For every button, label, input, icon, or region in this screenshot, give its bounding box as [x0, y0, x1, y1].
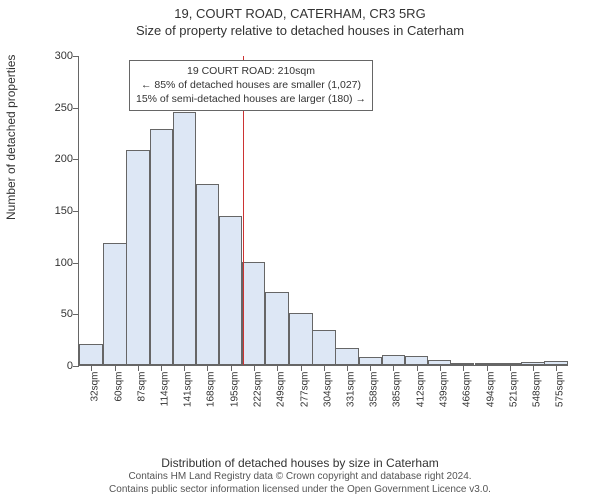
- x-tick-label: 439sqm: [438, 372, 449, 408]
- x-tick: [91, 365, 92, 371]
- x-tick-label: 277sqm: [299, 372, 310, 408]
- footer-attribution: Contains HM Land Registry data © Crown c…: [0, 470, 600, 496]
- x-tick: [254, 365, 255, 371]
- x-tick-label: 87sqm: [137, 372, 148, 402]
- annotation-box: 19 COURT ROAD: 210sqm← 85% of detached h…: [129, 60, 373, 111]
- y-tick-label: 300: [45, 50, 73, 62]
- x-tick-label: 412sqm: [415, 372, 426, 408]
- plot-area: 05010015020025030032sqm60sqm87sqm114sqm1…: [78, 56, 568, 366]
- x-tick-label: 358sqm: [369, 372, 380, 408]
- x-tick: [510, 365, 511, 371]
- x-tick: [556, 365, 557, 371]
- annot-line-1: 19 COURT ROAD: 210sqm: [136, 64, 366, 78]
- footer-line-1: Contains HM Land Registry data © Crown c…: [0, 470, 600, 483]
- histogram-bar: [265, 292, 288, 365]
- x-tick: [463, 365, 464, 371]
- x-tick: [370, 365, 371, 371]
- x-tick: [115, 365, 116, 371]
- x-tick-label: 195sqm: [229, 372, 240, 408]
- x-tick: [440, 365, 441, 371]
- x-tick-label: 141sqm: [183, 372, 194, 408]
- chart-title-block: 19, COURT ROAD, CATERHAM, CR3 5RG Size o…: [0, 0, 600, 38]
- x-tick: [207, 365, 208, 371]
- histogram-bar: [103, 243, 126, 365]
- y-tick: [73, 366, 79, 367]
- chart-title-main: 19, COURT ROAD, CATERHAM, CR3 5RG: [0, 6, 600, 21]
- y-tick: [73, 314, 79, 315]
- y-tick-label: 150: [45, 205, 73, 217]
- y-axis-title: Number of detached properties: [4, 55, 18, 220]
- x-tick: [277, 365, 278, 371]
- x-tick: [184, 365, 185, 371]
- x-tick: [487, 365, 488, 371]
- y-tick: [73, 56, 79, 57]
- x-tick-label: 249sqm: [275, 372, 286, 408]
- y-tick: [73, 108, 79, 109]
- chart-title-sub: Size of property relative to detached ho…: [0, 23, 600, 38]
- y-tick: [73, 211, 79, 212]
- x-tick-label: 575sqm: [555, 372, 566, 408]
- x-tick-label: 548sqm: [532, 372, 543, 408]
- histogram-bar: [242, 262, 265, 365]
- y-tick-label: 250: [45, 102, 73, 114]
- y-tick-label: 200: [45, 153, 73, 165]
- x-tick: [347, 365, 348, 371]
- histogram-bar: [359, 357, 382, 365]
- x-tick: [231, 365, 232, 371]
- x-tick-label: 304sqm: [323, 372, 334, 408]
- x-tick: [393, 365, 394, 371]
- histogram-bar: [405, 356, 428, 365]
- x-tick-label: 32sqm: [89, 372, 100, 402]
- y-tick: [73, 263, 79, 264]
- histogram-bar: [126, 150, 149, 365]
- x-tick-label: 60sqm: [113, 372, 124, 402]
- histogram-bar: [196, 184, 219, 365]
- x-tick-label: 521sqm: [508, 372, 519, 408]
- histogram-bar: [150, 129, 173, 365]
- annot-line-3: 15% of semi-detached houses are larger (…: [136, 92, 366, 106]
- x-tick-label: 466sqm: [461, 372, 472, 408]
- x-tick-label: 114sqm: [160, 372, 171, 407]
- x-tick: [324, 365, 325, 371]
- histogram-bar: [382, 355, 405, 365]
- y-tick: [73, 159, 79, 160]
- y-tick-label: 0: [45, 360, 73, 372]
- x-tick-label: 385sqm: [392, 372, 403, 408]
- x-axis-title: Distribution of detached houses by size …: [0, 456, 600, 470]
- y-tick-label: 100: [45, 257, 73, 269]
- x-tick: [161, 365, 162, 371]
- footer-line-2: Contains public sector information licen…: [0, 483, 600, 496]
- histogram-bar: [173, 112, 196, 365]
- y-tick-label: 50: [45, 308, 73, 320]
- x-tick-label: 494sqm: [485, 372, 496, 408]
- histogram-bar: [219, 216, 242, 365]
- x-tick: [533, 365, 534, 371]
- histogram-bar: [79, 344, 102, 365]
- x-tick-label: 331sqm: [346, 372, 357, 408]
- histogram-bar: [312, 330, 335, 365]
- x-tick-label: 168sqm: [206, 372, 217, 408]
- x-tick: [301, 365, 302, 371]
- x-tick: [138, 365, 139, 371]
- x-tick: [417, 365, 418, 371]
- histogram-bar: [289, 313, 312, 365]
- histogram-bar: [335, 348, 358, 365]
- x-tick-label: 222sqm: [252, 372, 263, 408]
- chart-container: 0 50 100 150 200 250 300 32sqm 60sqm 87sqm 114sqm 1…: [48, 50, 578, 420]
- annot-line-2: ← 85% of detached houses are smaller (1,…: [136, 78, 366, 92]
